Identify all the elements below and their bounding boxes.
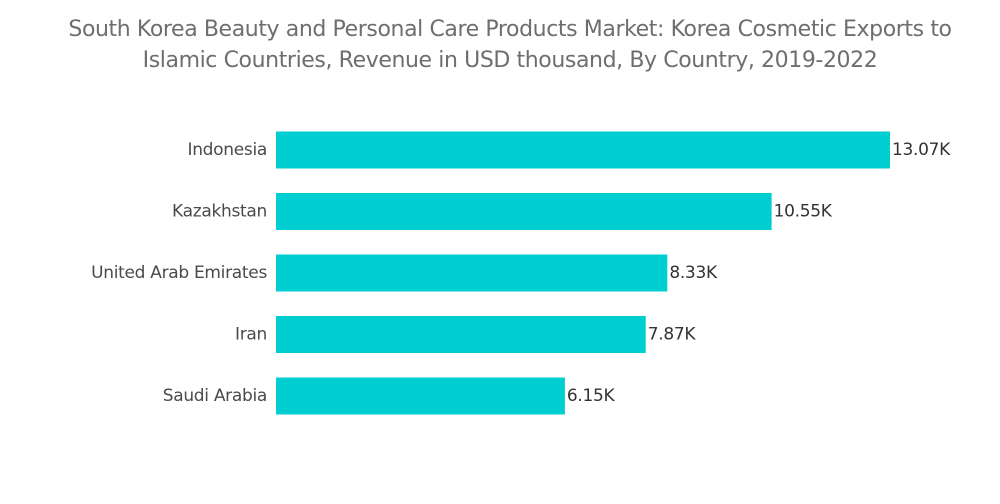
value-label: 6.15K xyxy=(567,386,616,406)
value-label: 8.33K xyxy=(669,263,718,283)
chart-title: South Korea Beauty and Personal Care Pro… xyxy=(68,17,952,73)
value-label: 7.87K xyxy=(648,325,697,345)
category-label: United Arab Emirates xyxy=(91,263,267,283)
category-label: Kazakhstan xyxy=(172,202,267,222)
bar-kazakhstan xyxy=(276,193,772,230)
category-label: Iran xyxy=(235,325,267,345)
category-label: Saudi Arabia xyxy=(163,386,267,406)
value-label: 13.07K xyxy=(892,140,951,160)
bar-indonesia xyxy=(276,131,890,169)
bar-united-arab-emirates xyxy=(276,254,668,292)
bar-saudi-arabia xyxy=(276,377,565,415)
bar-iran xyxy=(276,316,646,353)
category-label: Indonesia xyxy=(187,140,267,160)
value-label: 10.55K xyxy=(774,202,833,222)
